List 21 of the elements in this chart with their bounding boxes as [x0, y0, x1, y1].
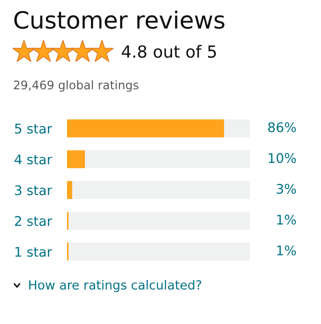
data-label: 1%: [277, 214, 296, 225]
bar: [68, 212, 250, 230]
y-tick-label: 3 star: [15, 185, 52, 196]
bar: [72, 181, 250, 199]
bar: [67, 150, 86, 168]
chart-title: Customer reviews: [14, 10, 224, 29]
y-tick-label: 4 star: [14, 154, 52, 164]
data-label: 10%: [268, 153, 296, 164]
y-tick-label: 2 star: [14, 216, 52, 226]
data-label: 1%: [277, 245, 296, 256]
bar: [68, 242, 250, 261]
data-label: 86%: [268, 122, 296, 132]
y-tick-label: 5 star: [15, 124, 52, 134]
y-tick-label: 1 star: [15, 246, 52, 257]
chart-subtitle: 4.8 out of 5: [122, 44, 216, 58]
bar: [84, 150, 250, 168]
bar: [224, 119, 250, 138]
text: How are ratings calculated?: [29, 280, 202, 292]
text: 29,469 global ratings: [14, 80, 138, 92]
data-label: 3%: [276, 184, 296, 194]
bar: [67, 119, 225, 138]
